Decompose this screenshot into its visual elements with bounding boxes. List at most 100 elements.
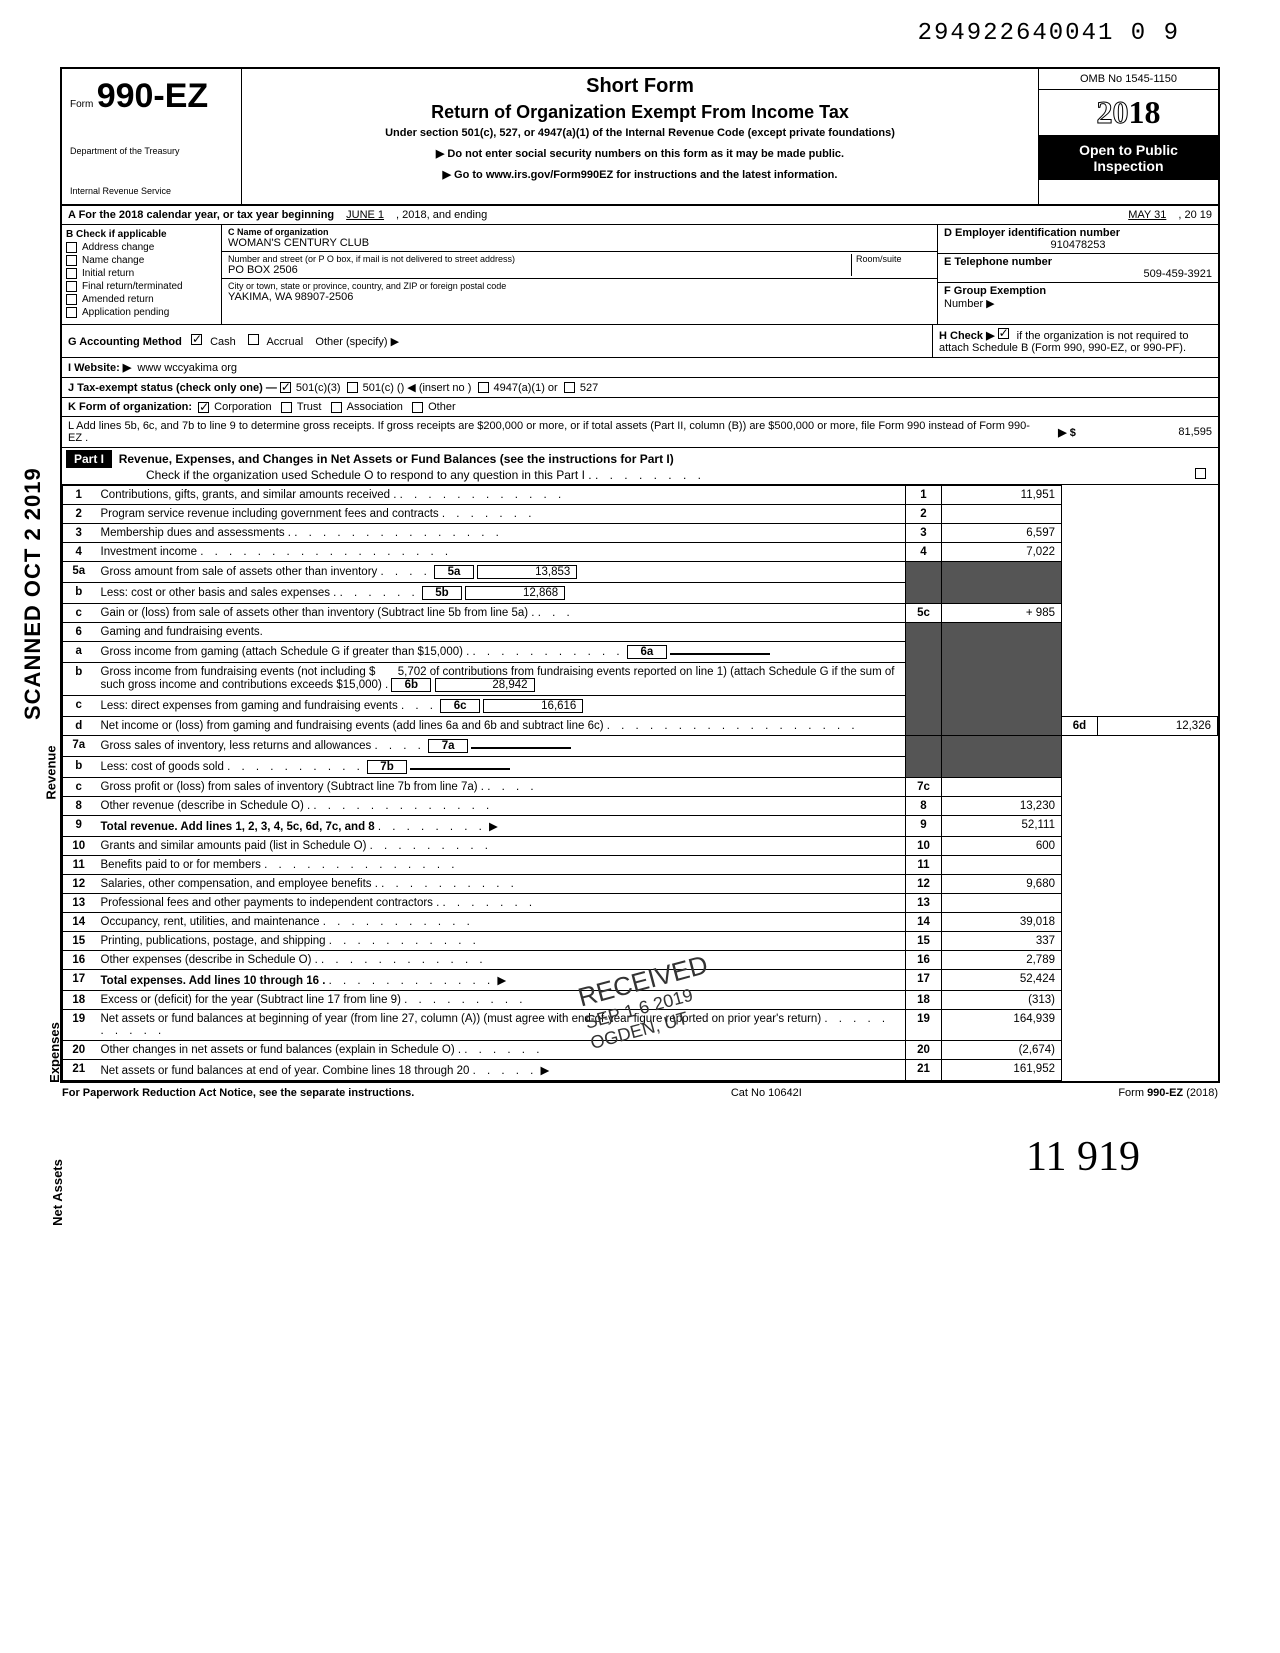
- section-netassets: Net Assets: [50, 1159, 65, 1226]
- ein: 910478253: [944, 239, 1212, 251]
- lbl-insert: ) ◀ (insert no ): [401, 381, 472, 394]
- lbl-assoc: Association: [347, 401, 403, 413]
- row-a-tail: , 20 19: [1178, 209, 1212, 221]
- lbl-name: Name change: [82, 255, 144, 266]
- col-b: B Check if applicable Address change Nam…: [62, 225, 222, 324]
- section-revenue: Revenue: [44, 745, 59, 799]
- row-a-begin: JUNE 1: [334, 209, 396, 221]
- lbl-initial: Initial return: [82, 268, 134, 279]
- return-title: Return of Organization Exempt From Incom…: [252, 102, 1028, 123]
- header-center: Short Form Return of Organization Exempt…: [242, 69, 1038, 204]
- chk-other-org[interactable]: [412, 402, 423, 413]
- k-label: K Form of organization:: [68, 401, 192, 413]
- chk-name[interactable]: [66, 255, 77, 266]
- chk-4947[interactable]: [478, 382, 489, 393]
- omb-number: OMB No 1545-1150: [1039, 69, 1218, 90]
- lbl-501c: 501(c) (: [363, 382, 401, 394]
- open-line1: Open to Public: [1045, 142, 1212, 158]
- lbl-501c3: 501(c)(3): [296, 382, 341, 394]
- lbl-other: Other (specify) ▶: [315, 336, 399, 348]
- tax-year: 2018: [1039, 90, 1218, 136]
- h-label: H Check ▶: [939, 330, 995, 342]
- e-label: E Telephone number: [944, 256, 1212, 268]
- footer: For Paperwork Reduction Act Notice, see …: [60, 1083, 1220, 1103]
- header-row: Form 990-EZ Department of the Treasury I…: [62, 69, 1218, 206]
- open-public: Open to Public Inspection: [1039, 136, 1218, 180]
- open-line2: Inspection: [1045, 158, 1212, 174]
- dept-treasury: Department of the Treasury: [70, 146, 233, 156]
- chk-cash[interactable]: [191, 334, 202, 345]
- lbl-trust: Trust: [297, 401, 322, 413]
- row-g: G Accounting Method Cash Accrual Other (…: [62, 325, 1218, 358]
- chk-corp[interactable]: [198, 402, 209, 413]
- phone: 509-459-3921: [944, 268, 1212, 280]
- lbl-corp: Corporation: [214, 401, 271, 413]
- lbl-4947: 4947(a)(1) or: [494, 382, 558, 394]
- short-form: Short Form: [252, 75, 1028, 98]
- part1-label: Part I: [66, 450, 112, 468]
- col-d: D Employer identification number 9104782…: [938, 225, 1218, 324]
- year-outline: 20: [1097, 94, 1129, 130]
- lbl-address: Address change: [82, 242, 154, 253]
- main-table: 1Contributions, gifts, grants, and simil…: [62, 485, 1218, 1081]
- handwriting: 11 919: [60, 1133, 1220, 1181]
- l-text: L Add lines 5b, 6c, and 7b to line 9 to …: [68, 420, 1030, 444]
- footer-right: Form 990-EZ (2018): [1118, 1087, 1218, 1099]
- header-right: OMB No 1545-1150 2018 Open to Public Ins…: [1038, 69, 1218, 204]
- j-label: J Tax-exempt status (check only one) —: [68, 382, 277, 394]
- lbl-amended: Amended return: [82, 294, 154, 305]
- org-name: WOMAN'S CENTURY CLUB: [228, 237, 931, 249]
- chk-initial[interactable]: [66, 268, 77, 279]
- chk-part1[interactable]: [1195, 468, 1206, 479]
- dept-irs: Internal Revenue Service: [70, 186, 233, 196]
- chk-amended[interactable]: [66, 294, 77, 305]
- chk-assoc[interactable]: [331, 402, 342, 413]
- row-l: L Add lines 5b, 6c, and 7b to line 9 to …: [62, 417, 1218, 448]
- row-i: I Website: ▶ www wccyakima org: [62, 358, 1218, 378]
- chk-accrual[interactable]: [248, 334, 259, 345]
- chk-527[interactable]: [564, 382, 575, 393]
- form-label: Form: [70, 99, 93, 110]
- lbl-accrual: Accrual: [266, 336, 303, 348]
- row-a-end: MAY 31: [1116, 209, 1178, 221]
- part1-check: Check if the organization used Schedule …: [146, 468, 592, 482]
- l-arrow: ▶ $: [1058, 427, 1076, 439]
- row-k: K Form of organization: Corporation Trus…: [62, 398, 1218, 417]
- lbl-other-org: Other: [428, 401, 456, 413]
- c-name-label: C Name of organization: [228, 227, 931, 237]
- b-header: B Check if applicable: [66, 229, 217, 240]
- chk-501c3[interactable]: [280, 382, 291, 393]
- room-label: Room/suite: [856, 254, 931, 264]
- website: www wccyakima org: [137, 362, 237, 374]
- org-city: YAKIMA, WA 98907-2506: [228, 291, 931, 303]
- lbl-527: 527: [580, 382, 598, 394]
- lbl-pending: Application pending: [82, 307, 169, 318]
- row-a-mid: , 2018, and ending: [396, 209, 487, 221]
- page-number-top: 294922640041 0 9: [60, 20, 1220, 47]
- d-label: D Employer identification number: [944, 227, 1212, 239]
- instr-ssn: ▶ Do not enter social security numbers o…: [252, 147, 1028, 160]
- header-left: Form 990-EZ Department of the Treasury I…: [62, 69, 242, 204]
- f-label: F Group Exemption: [944, 285, 1212, 297]
- row-a: A For the 2018 calendar year, or tax yea…: [62, 206, 1218, 225]
- l-val: 81,595: [1092, 426, 1212, 438]
- chk-final[interactable]: [66, 281, 77, 292]
- g-label: G Accounting Method: [68, 336, 182, 348]
- chk-trust[interactable]: [281, 402, 292, 413]
- scanned-stamp: SCANNED OCT 2 2019: [20, 467, 46, 720]
- chk-h[interactable]: [998, 328, 1009, 339]
- row-j: J Tax-exempt status (check only one) — 5…: [62, 378, 1218, 398]
- chk-address[interactable]: [66, 242, 77, 253]
- f-label2: Number ▶: [944, 297, 1212, 310]
- part1-row: Part I Revenue, Expenses, and Changes in…: [62, 448, 1218, 485]
- c-city-label: City or town, state or province, country…: [228, 281, 931, 291]
- chk-501c[interactable]: [347, 382, 358, 393]
- under-section: Under section 501(c), 527, or 4947(a)(1)…: [252, 127, 1028, 139]
- lbl-cash: Cash: [210, 336, 236, 348]
- chk-pending[interactable]: [66, 307, 77, 318]
- col-c: C Name of organization WOMAN'S CENTURY C…: [222, 225, 938, 324]
- c-street-label: Number and street (or P O box, if mail i…: [228, 254, 851, 264]
- section-bcd: B Check if applicable Address change Nam…: [62, 225, 1218, 325]
- section-expenses: Expenses: [47, 1022, 62, 1083]
- part1-title: Revenue, Expenses, and Changes in Net As…: [119, 452, 674, 466]
